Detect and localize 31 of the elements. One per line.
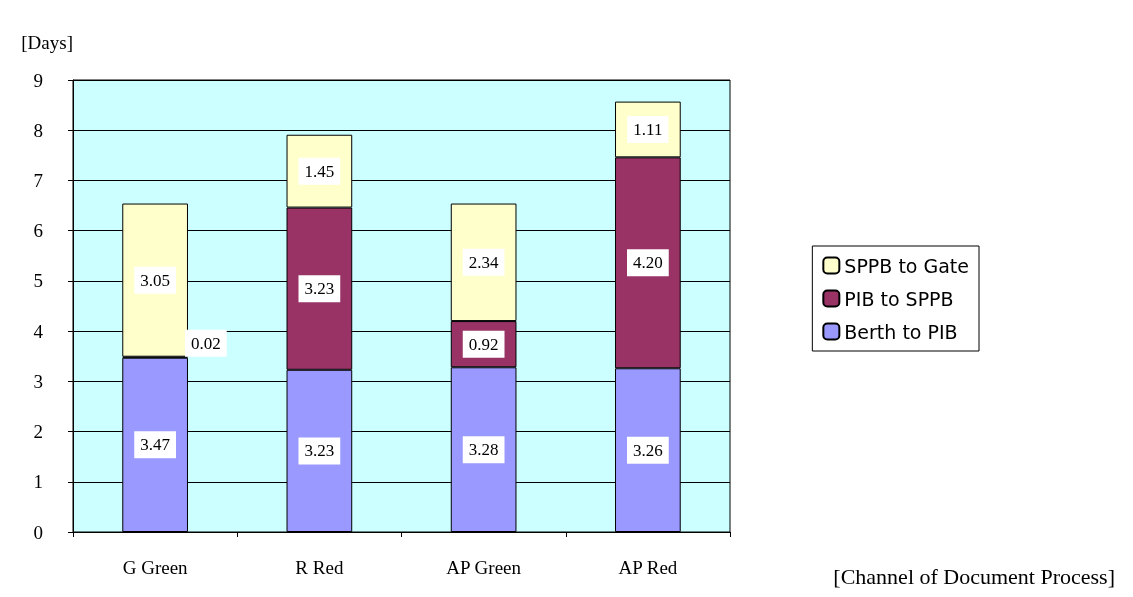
x-tick-label: G Green [122, 557, 189, 578]
text: 2.34 [468, 252, 499, 272]
legend-label: SPPB to Gate [844, 254, 969, 277]
y-tick-label: 8 [33, 119, 43, 141]
y-tick-label: 6 [33, 220, 43, 242]
y-tick-label: 2 [33, 421, 43, 443]
legend-label: Berth to PIB [844, 320, 958, 343]
text: 3.26 [633, 440, 663, 460]
y-tick-label: 5 [33, 270, 43, 292]
text: 0.02 [190, 333, 221, 353]
y-tick-label: 1 [33, 471, 43, 493]
y-tick-label: 9 [33, 69, 43, 91]
y-tick-label: 3 [33, 370, 43, 392]
x-tick-label: R Red [295, 557, 344, 578]
text: 3.23 [304, 279, 335, 299]
y-tick-label: 0 [33, 521, 43, 543]
x-axis-title: [Channel of Document Process] [833, 563, 1116, 589]
text: 0.92 [468, 334, 499, 354]
y-tick-label: 4 [33, 320, 44, 342]
text: 3.05 [140, 270, 170, 290]
text: 1.11 [633, 119, 663, 139]
text: 3.28 [468, 440, 499, 460]
y-axis-title: [Days] [21, 32, 73, 53]
y-tick-label: 7 [33, 169, 43, 191]
x-tick-label: AP Red [618, 557, 678, 578]
text: 3.47 [140, 435, 170, 455]
text: 4.20 [633, 253, 663, 273]
x-tick-label: AP Green [446, 557, 522, 578]
text: 3.23 [304, 441, 335, 461]
text: 1.45 [304, 161, 335, 181]
legend-label: PIB to SPPB [844, 287, 954, 310]
